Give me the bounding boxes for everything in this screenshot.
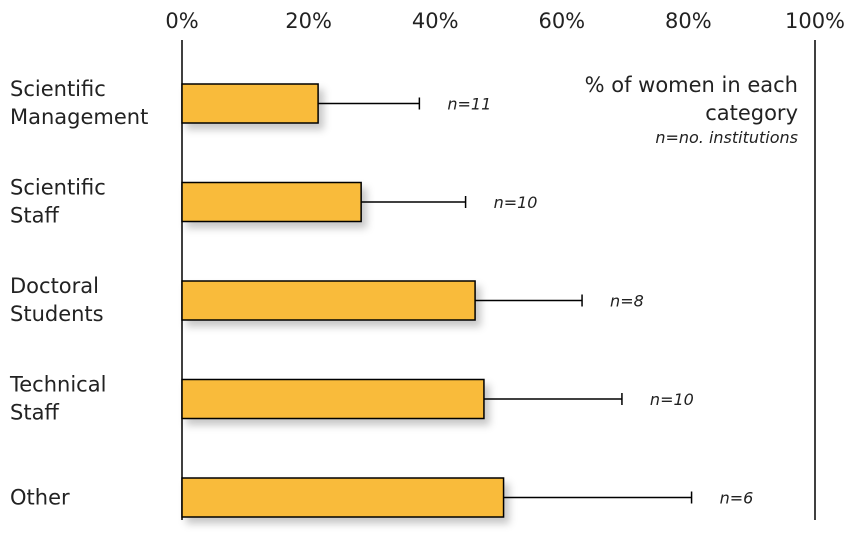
- legend-line-2: category: [705, 101, 798, 125]
- n-label: n=11: [447, 95, 491, 114]
- category-label: Students: [10, 302, 104, 326]
- bars: n=11 n=10 n=8 n=10 n=6: [181, 83, 754, 518]
- bar: [181, 181, 362, 223]
- x-tick-label: 100%: [785, 9, 845, 33]
- n-label: n=6: [720, 489, 754, 508]
- category-label: Staff: [10, 401, 59, 425]
- bar: [181, 378, 485, 420]
- x-tick-label: 80%: [665, 9, 712, 33]
- bar: [181, 280, 476, 321]
- legend: % of women in each category n=no. instit…: [585, 73, 798, 147]
- x-tick-label: 60%: [538, 9, 585, 33]
- x-tick-labels: 0% 20% 40% 60% 80% 100%: [165, 9, 845, 33]
- bar: [181, 477, 505, 518]
- legend-note: n=no. institutions: [655, 128, 798, 147]
- n-label: n=10: [494, 193, 538, 212]
- legend-line-1: % of women in each: [585, 73, 798, 97]
- n-label: n=10: [650, 390, 694, 409]
- x-tick-label: 0%: [165, 9, 198, 33]
- bar: [181, 83, 319, 124]
- category-label: Other: [10, 486, 70, 510]
- category-label: Staff: [10, 204, 59, 228]
- n-label: n=8: [610, 292, 644, 311]
- category-label: Doctoral: [10, 274, 99, 298]
- x-tick-label: 20%: [285, 9, 332, 33]
- category-label: Scientific: [10, 176, 106, 200]
- category-labels: Scientific Management Scientific Staff Docto…: [9, 77, 148, 510]
- category-label: Scientific: [10, 77, 106, 101]
- x-tick-label: 40%: [412, 9, 459, 33]
- category-label: Management: [10, 105, 148, 129]
- category-label: Technical: [9, 373, 106, 397]
